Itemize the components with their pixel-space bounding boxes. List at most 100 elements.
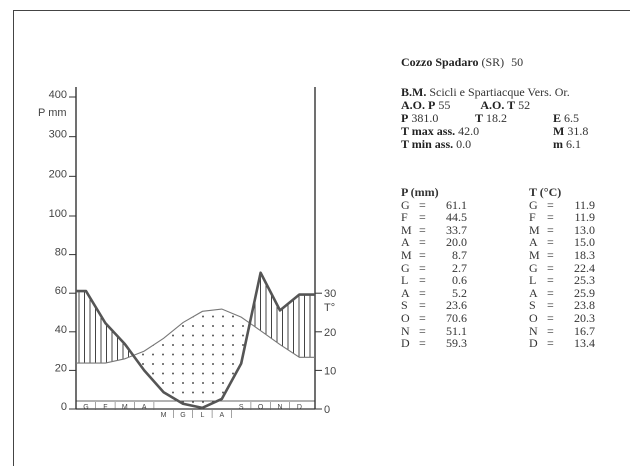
basin-label: B.M.	[401, 85, 427, 99]
precip-value: 59.3	[446, 336, 467, 351]
left-axis-label: P mm	[38, 107, 67, 119]
e-value: 6.5	[564, 111, 580, 125]
equals-sign: =	[547, 336, 554, 351]
month-label: G	[83, 404, 88, 411]
precip-value: 61.1	[446, 197, 467, 212]
month-label: F	[103, 404, 107, 411]
temp-month: A	[529, 235, 538, 250]
equals-sign: =	[547, 298, 554, 313]
temp-value: 16.7	[574, 323, 595, 338]
left-tick-label: 40	[55, 324, 67, 336]
equals-sign: =	[547, 285, 554, 300]
left-tick-label: 300	[49, 129, 67, 141]
equals-sign: =	[547, 247, 554, 262]
month-label: M	[161, 412, 167, 419]
precipitation-table: P (mm) G = 61.1 F = 44.5 M = 33.7 A = 20.0 M = 8.7 G = 2.…	[401, 186, 467, 350]
precip-month: G	[401, 260, 410, 275]
precip-row: A = 20.0	[401, 236, 467, 249]
precip-row: A = 5.2	[401, 287, 467, 300]
tmax-value: 42.0	[458, 124, 480, 138]
wet-period-area	[249, 272, 315, 358]
left-tick-label: 200	[49, 168, 67, 180]
temp-month: D	[529, 336, 538, 351]
temp-row: O = 20.3	[529, 312, 595, 325]
temp-value: 25.3	[574, 273, 595, 288]
precip-row: N = 51.1	[401, 323, 467, 338]
equals-sign: =	[419, 197, 426, 212]
right-tick-label: 10	[324, 365, 336, 377]
temp-month: O	[529, 310, 538, 325]
right-tick-label: 30	[324, 288, 336, 300]
temp-value: 13.0	[574, 222, 595, 237]
m-value: 6.1	[566, 137, 581, 151]
precip-row: G = 61.1	[401, 197, 467, 212]
temp-row: L = 25.3	[529, 274, 595, 287]
temp-row: A = 25.9	[529, 287, 595, 300]
temp-value: 23.8	[574, 298, 595, 313]
tmin-value: 0.0	[456, 137, 472, 151]
equals-sign: =	[547, 222, 554, 237]
station-code: 50	[511, 55, 524, 69]
left-tick-label: 400	[49, 89, 67, 101]
month-label: D	[297, 404, 302, 411]
precip-value: 44.5	[446, 210, 467, 225]
tmax-label: T max ass.	[401, 124, 456, 138]
t-value: 18.2	[486, 111, 508, 125]
precip-value: 0.6	[452, 273, 467, 288]
precip-value: 70.6	[446, 310, 467, 325]
precip-row: M = 8.7	[401, 249, 467, 262]
ao-p-value: 55	[438, 98, 451, 112]
m-label: m	[553, 137, 563, 151]
temp-month: G	[529, 260, 538, 275]
t-label: T	[475, 111, 484, 125]
equals-sign: =	[419, 310, 426, 325]
station-name: Cozzo Spadaro	[401, 55, 479, 69]
precip-month: G	[401, 197, 410, 212]
month-label: G	[180, 412, 185, 419]
station-title: Cozzo Spadaro (SR) 50	[401, 56, 588, 69]
temp-row: A = 15.0	[529, 236, 595, 249]
precip-value: 8.7	[452, 247, 467, 262]
precip-month: D	[401, 336, 410, 351]
p-label: P	[401, 111, 409, 125]
left-tick-label: 60	[55, 285, 67, 297]
temp-month: G	[529, 197, 538, 212]
right-axis-label: T°	[324, 302, 335, 314]
temp-value: 11.9	[574, 210, 595, 225]
temp-month: M	[529, 247, 540, 262]
precip-month: L	[401, 273, 409, 288]
precip-month: O	[401, 310, 410, 325]
precip-row: M = 33.7	[401, 224, 467, 237]
temp-row: S = 23.8	[529, 299, 595, 312]
precip-month: M	[401, 222, 412, 237]
temp-month: F	[529, 210, 536, 225]
temp-value: 13.4	[574, 336, 595, 351]
equals-sign: =	[419, 285, 426, 300]
precip-value: 33.7	[446, 222, 467, 237]
precip-month: S	[401, 298, 408, 313]
M-label: M	[553, 124, 565, 138]
equals-sign: =	[419, 323, 426, 338]
temperature-table: T (°C) G = 11.9 F = 11.9 M = 13.0 A = 15.0 M = 18.3 G = 2…	[529, 186, 595, 350]
precip-row: G = 2.7	[401, 260, 467, 275]
month-label: L	[200, 412, 204, 419]
ao-p-label: A.O. P	[401, 98, 436, 112]
temperature-line	[76, 308, 315, 364]
equals-sign: =	[419, 336, 426, 351]
ao-t-label: A.O. T	[480, 98, 516, 112]
equals-sign: =	[547, 260, 554, 275]
equals-sign: =	[419, 222, 426, 237]
temp-value: 22.4	[574, 260, 595, 275]
precip-row: S = 23.6	[401, 299, 467, 312]
ao-t-value: 52	[518, 98, 531, 112]
precip-row: O = 70.6	[401, 312, 467, 325]
p-header: P (mm)	[401, 185, 439, 199]
M-value: 31.8	[567, 124, 589, 138]
station-info: Cozzo Spadaro (SR) 50 B.M. Scicli e Spar…	[401, 56, 588, 151]
equals-sign: =	[419, 247, 426, 262]
month-label: A	[219, 412, 224, 419]
p-value: 381.0	[411, 111, 439, 125]
equals-sign: =	[419, 235, 426, 250]
temp-month: S	[529, 298, 536, 313]
